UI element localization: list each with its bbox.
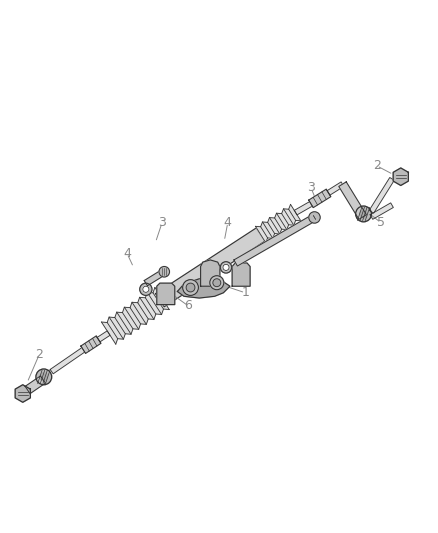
Text: 3: 3 bbox=[158, 216, 166, 229]
Polygon shape bbox=[50, 346, 87, 374]
Circle shape bbox=[183, 280, 198, 295]
Circle shape bbox=[36, 369, 52, 385]
Polygon shape bbox=[255, 205, 301, 243]
Circle shape bbox=[309, 212, 320, 223]
Polygon shape bbox=[232, 263, 250, 286]
Polygon shape bbox=[339, 182, 367, 219]
Text: 1: 1 bbox=[241, 286, 249, 300]
Text: 6: 6 bbox=[184, 300, 192, 312]
Circle shape bbox=[186, 283, 195, 292]
Polygon shape bbox=[234, 214, 316, 266]
Circle shape bbox=[140, 283, 152, 295]
Circle shape bbox=[210, 276, 224, 290]
Polygon shape bbox=[370, 203, 393, 219]
Polygon shape bbox=[25, 376, 46, 394]
Polygon shape bbox=[201, 260, 220, 286]
Polygon shape bbox=[97, 331, 110, 342]
Text: 5: 5 bbox=[377, 216, 385, 229]
Polygon shape bbox=[177, 279, 230, 298]
Text: 4: 4 bbox=[123, 247, 131, 260]
Polygon shape bbox=[15, 385, 30, 402]
Polygon shape bbox=[144, 269, 166, 286]
Circle shape bbox=[40, 373, 48, 381]
Polygon shape bbox=[309, 189, 331, 207]
Polygon shape bbox=[294, 201, 312, 215]
Circle shape bbox=[220, 262, 232, 273]
Text: 4: 4 bbox=[224, 216, 232, 229]
Circle shape bbox=[143, 286, 149, 292]
Circle shape bbox=[360, 210, 367, 218]
Text: 2: 2 bbox=[35, 348, 43, 361]
Polygon shape bbox=[369, 177, 394, 213]
Polygon shape bbox=[155, 228, 265, 307]
Circle shape bbox=[213, 279, 221, 287]
Circle shape bbox=[356, 206, 371, 222]
Circle shape bbox=[223, 264, 229, 270]
Text: 2: 2 bbox=[373, 159, 381, 172]
Polygon shape bbox=[157, 283, 175, 304]
Polygon shape bbox=[327, 182, 344, 195]
Text: 3: 3 bbox=[307, 181, 315, 194]
Circle shape bbox=[159, 266, 170, 277]
Polygon shape bbox=[102, 287, 169, 344]
Polygon shape bbox=[81, 336, 101, 353]
Polygon shape bbox=[393, 168, 408, 185]
